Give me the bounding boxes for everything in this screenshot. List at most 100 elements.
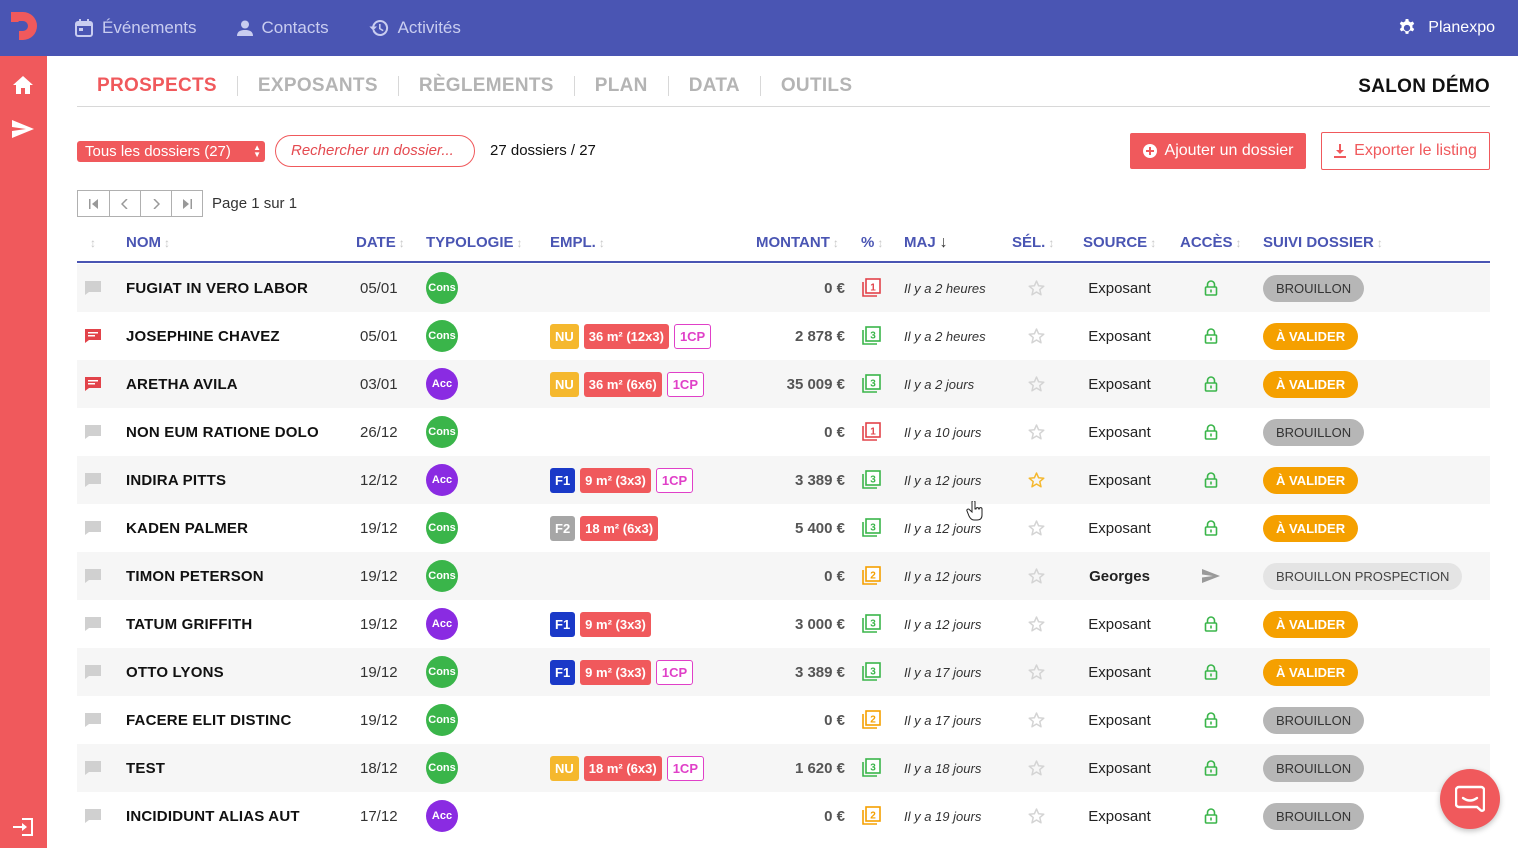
comment-icon[interactable] [84,504,102,552]
nav-evenements[interactable]: Événements [75,18,197,38]
comment-icon[interactable] [84,264,102,312]
status-badge[interactable]: À VALIDER [1263,466,1359,494]
table-row[interactable]: TEST 18/12 Cons NU 18 m² (6x3) 1CP 1 620 € 3 Il … [77,744,1490,792]
dossier-filter-select[interactable]: Tous les dossiers (27) ▲ ▼ [77,141,265,162]
dossier-name[interactable]: OTTO LYONS [126,663,224,681]
col-sort-comment[interactable]: ↕ [90,236,96,250]
dossier-name[interactable]: KADEN PALMER [126,519,249,537]
status-badge[interactable]: À VALIDER [1263,370,1359,398]
prev-page-button[interactable] [109,191,140,216]
tab-plan[interactable]: PLAN [573,76,668,96]
status-badge[interactable]: À VALIDER [1263,658,1359,686]
progress-step-icon[interactable]: 1 [861,264,881,312]
tab-reglements[interactable]: RÈGLEMENTS [397,76,574,96]
lock-icon[interactable] [1204,360,1218,408]
first-page-button[interactable] [78,191,109,216]
star-icon[interactable] [1028,360,1045,408]
col-sel[interactable]: SÉL. ↕ [1012,234,1055,251]
star-icon[interactable] [1028,408,1045,456]
progress-step-icon[interactable]: 3 [861,456,881,504]
star-icon[interactable] [1028,600,1045,648]
table-row[interactable]: JOSEPHINE CHAVEZ 05/01 Cons NU 36 m² (12x3) 1… [77,312,1490,360]
progress-step-icon[interactable]: 3 [861,744,881,792]
lock-icon[interactable] [1204,696,1218,744]
progress-step-icon[interactable]: 3 [861,360,881,408]
dossier-name[interactable]: ARETHA AVILA [126,375,238,393]
lock-icon[interactable] [1204,504,1218,552]
star-icon[interactable] [1028,744,1045,792]
col-maj[interactable]: MAJ ↓ [904,234,948,251]
col-date[interactable]: DATE ↕ [356,234,405,251]
progress-step-icon[interactable]: 2 [861,696,881,744]
lock-icon[interactable] [1204,792,1218,840]
progress-step-icon[interactable]: 2 [861,552,881,600]
nav-activites[interactable]: Activités [368,18,461,38]
tab-outils[interactable]: OUTILS [759,76,872,96]
col-nom[interactable]: NOM ↕ [126,234,170,251]
status-badge[interactable]: BROUILLON [1263,754,1365,782]
comment-icon[interactable] [84,360,102,408]
status-badge[interactable]: BROUILLON PROSPECTION [1263,562,1463,590]
comment-icon[interactable] [84,408,102,456]
table-row[interactable]: OTTO LYONS 19/12 Cons F1 9 m² (3x3) 1CP 3 389 … [77,648,1490,696]
progress-step-icon[interactable]: 3 [861,648,881,696]
dossier-name[interactable]: TIMON PETERSON [126,567,264,585]
col-montant[interactable]: MONTANT ↕ [756,234,839,251]
search-input[interactable]: Rechercher un dossier... [275,135,475,167]
col-pct[interactable]: % ↕ [861,234,884,251]
comment-icon[interactable] [84,600,102,648]
send-icon[interactable] [1202,552,1220,600]
status-badge[interactable]: À VALIDER [1263,514,1359,542]
table-row[interactable]: FUGIAT IN VERO LABOR 05/01 Cons 0 € 1 Il y a … [77,264,1490,312]
comment-icon[interactable] [84,792,102,840]
export-listing-button[interactable]: Exporter le listing [1321,132,1490,170]
chat-launcher-button[interactable] [1440,769,1500,829]
lock-icon[interactable] [1204,600,1218,648]
lock-icon[interactable] [1204,744,1218,792]
tab-prospects[interactable]: PROSPECTS [97,75,217,96]
add-dossier-button[interactable]: Ajouter un dossier [1130,133,1306,169]
comment-icon[interactable] [84,456,102,504]
lock-icon[interactable] [1204,456,1218,504]
next-page-button[interactable] [140,191,171,216]
nav-contacts[interactable]: Contacts [236,18,329,38]
star-icon[interactable] [1028,312,1045,360]
progress-step-icon[interactable]: 3 [861,504,881,552]
comment-icon[interactable] [84,552,102,600]
account-menu[interactable]: Planexpo [1398,0,1495,56]
tab-exposants[interactable]: EXPOSANTS [236,76,398,96]
col-suivi[interactable]: SUIVI DOSSIER ↕ [1263,234,1383,251]
table-row[interactable]: FACERE ELIT DISTINC 19/12 Cons 0 € 2 Il y a 1… [77,696,1490,744]
table-row[interactable]: INCIDIDUNT ALIAS AUT 17/12 Acc 0 € 2 Il y a 1… [77,792,1490,840]
dossier-name[interactable]: NON EUM RATIONE DOLO [126,423,319,441]
table-row[interactable]: TIMON PETERSON 19/12 Cons 0 € 2 Il y a 12 jou… [77,552,1490,600]
send-icon[interactable] [11,117,35,141]
status-badge[interactable]: À VALIDER [1263,322,1359,350]
table-row[interactable]: ARETHA AVILA 03/01 Acc NU 36 m² (6x6) 1CP 35 0… [77,360,1490,408]
comment-icon[interactable] [84,648,102,696]
dossier-name[interactable]: JOSEPHINE CHAVEZ [126,327,280,345]
star-icon[interactable] [1028,648,1045,696]
status-badge[interactable]: BROUILLON [1263,802,1365,830]
status-badge[interactable]: BROUILLON [1263,274,1365,302]
table-row[interactable]: TATUM GRIFFITH 19/12 Acc F1 9 m² (3x3) 3 000 … [77,600,1490,648]
status-badge[interactable]: BROUILLON [1263,706,1365,734]
progress-step-icon[interactable]: 1 [861,408,881,456]
app-logo[interactable] [0,0,47,56]
dossier-name[interactable]: INDIRA PITTS [126,471,227,489]
star-icon[interactable] [1028,456,1045,504]
dossier-name[interactable]: FUGIAT IN VERO LABOR [126,279,309,297]
progress-step-icon[interactable]: 3 [861,600,881,648]
star-icon[interactable] [1028,792,1045,840]
last-page-button[interactable] [171,191,202,216]
star-icon[interactable] [1028,696,1045,744]
lock-icon[interactable] [1204,648,1218,696]
col-acces[interactable]: ACCÈS ↕ [1180,234,1242,251]
progress-step-icon[interactable]: 3 [861,312,881,360]
tab-data[interactable]: DATA [667,76,760,96]
star-icon[interactable] [1028,552,1045,600]
table-row[interactable]: NON EUM RATIONE DOLO 26/12 Cons 0 € 1 Il y a … [77,408,1490,456]
star-icon[interactable] [1028,264,1045,312]
table-row[interactable]: INDIRA PITTS 12/12 Acc F1 9 m² (3x3) 1CP 3 389… [77,456,1490,504]
dossier-name[interactable]: INCIDIDUNT ALIAS AUT [126,807,300,825]
